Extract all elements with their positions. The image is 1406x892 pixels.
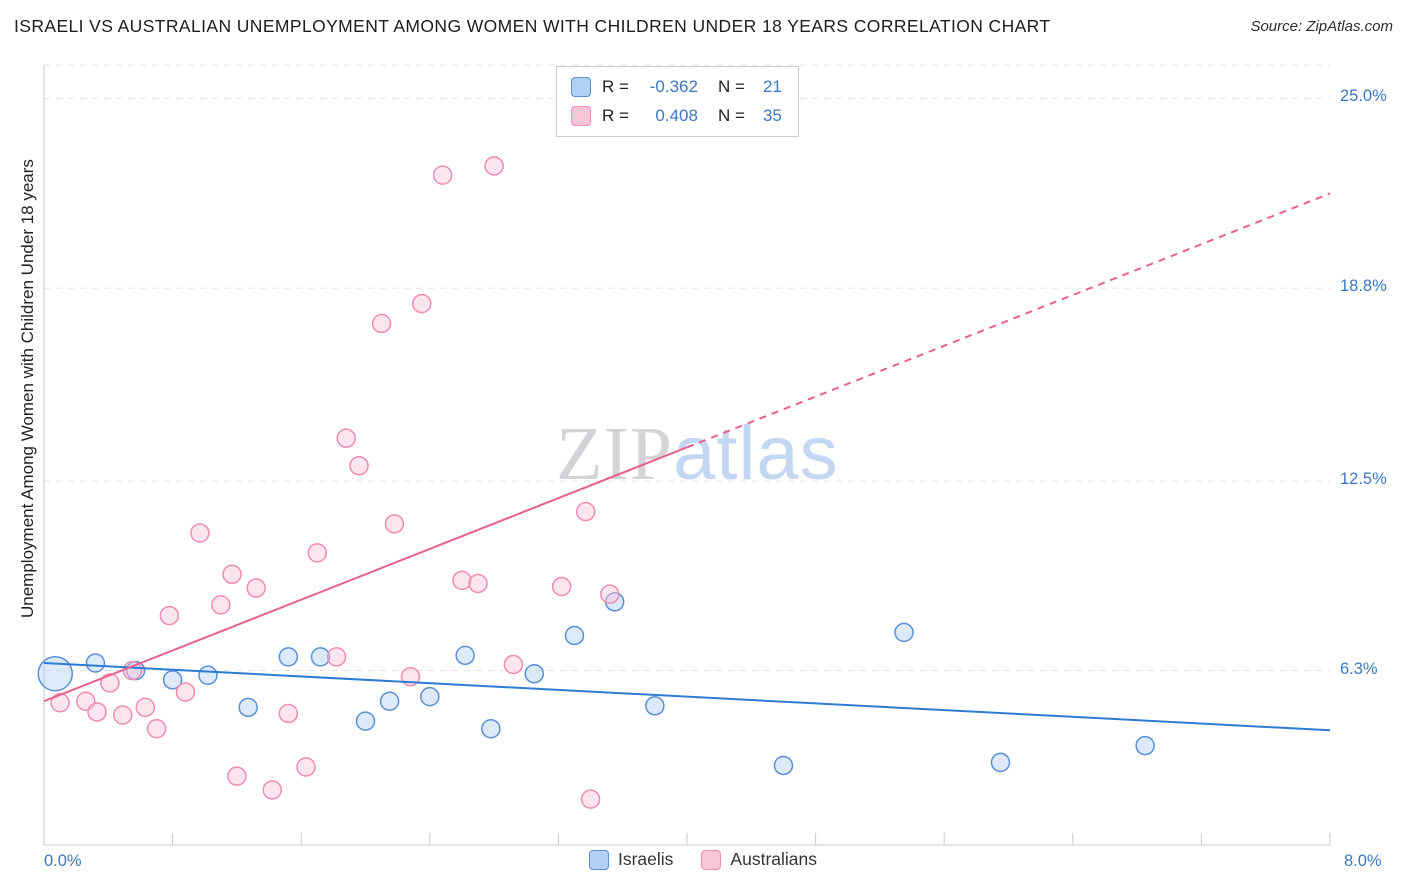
scatter-point-australians	[190, 523, 210, 543]
scatter-point-australians	[175, 682, 196, 702]
scatter-point-israelis	[37, 655, 74, 692]
watermark: ZIPatlas	[556, 410, 839, 498]
scatter-point-australians	[384, 514, 405, 534]
y-tick-label-12-5: 12.5%	[1340, 470, 1387, 488]
scatter-point-israelis	[85, 653, 106, 673]
scatter-point-israelis	[1135, 735, 1155, 756]
scatter-point-australians	[135, 697, 156, 718]
scatter-point-australians	[575, 501, 596, 522]
trend-line-australians	[686, 192, 1331, 449]
legend-row-israelis: R = -0.362 N = 21	[571, 77, 782, 97]
watermark-atlas: atlas	[673, 411, 839, 496]
israelis-swatch-icon	[571, 77, 591, 97]
scatter-point-australians	[113, 705, 133, 725]
scatter-point-australians	[146, 719, 167, 739]
scatter-point-israelis	[379, 691, 400, 711]
scatter-point-australians	[211, 595, 231, 615]
x-tick-label-8: 8.0%	[1344, 852, 1382, 870]
scatter-point-australians	[278, 703, 299, 724]
x-tick-label-0: 0.0%	[44, 852, 82, 870]
scatter-point-australians	[326, 647, 347, 667]
scatter-point-israelis	[990, 752, 1011, 773]
scatter-point-australians	[432, 165, 453, 185]
scatter-point-australians	[371, 313, 392, 334]
scatter-point-australians	[452, 570, 472, 591]
n-value-israelis: 21	[762, 77, 782, 96]
correlation-legend: R = -0.362 N = 21 R = 0.408 N = 35	[556, 66, 799, 137]
scatter-point-australians	[484, 156, 504, 176]
scatter-point-israelis	[420, 686, 440, 707]
scatter-point-israelis	[894, 622, 914, 643]
legend-label-israelis: Israelis	[617, 849, 674, 869]
scatter-point-israelis	[645, 696, 665, 716]
scatter-point-australians	[580, 789, 601, 809]
scatter-point-israelis	[524, 663, 545, 684]
australians-swatch-icon	[571, 106, 591, 126]
scatter-point-israelis	[355, 711, 376, 731]
r-label: R =	[602, 106, 629, 125]
scatter-point-australians	[307, 543, 328, 563]
scatter-point-israelis	[278, 647, 299, 667]
scatter-point-australians	[336, 428, 356, 448]
page-title: ISRAELI VS AUSTRALIAN UNEMPLOYMENT AMONG…	[14, 16, 1051, 36]
trend-line-israelis	[43, 662, 1331, 732]
y-tick-label-25: 25.0%	[1340, 87, 1387, 105]
australians-swatch-icon	[701, 849, 722, 870]
scatter-point-australians	[503, 654, 524, 675]
n-value-australians: 35	[762, 106, 782, 125]
y-tick-label-6-3: 6.3%	[1340, 660, 1378, 678]
y-tick-label-18-8: 18.8%	[1340, 277, 1387, 295]
scatter-point-israelis	[481, 719, 501, 739]
n-label: N =	[717, 77, 745, 96]
scatter-point-australians	[262, 780, 283, 800]
scatter-point-australians	[349, 455, 369, 476]
scatter-point-israelis	[564, 625, 585, 646]
r-value-australians: 0.408	[655, 106, 698, 125]
r-value-israelis: -0.362	[649, 77, 698, 96]
series-legend: Israelis Australians	[588, 849, 817, 870]
r-label: R =	[602, 77, 629, 96]
legend-item-israelis: Israelis	[588, 849, 674, 870]
scatter-point-australians	[412, 293, 432, 314]
legend-item-australians: Australians	[701, 849, 817, 870]
scatter-point-australians	[468, 573, 488, 594]
scatter-point-israelis	[238, 697, 258, 718]
n-label: N =	[717, 106, 745, 125]
legend-row-australians: R = 0.408 N = 35	[571, 106, 782, 126]
scatter-point-australians	[222, 564, 242, 585]
scatter-point-israelis	[773, 755, 794, 776]
scatter-point-australians	[296, 757, 316, 777]
scatter-point-israelis	[455, 645, 475, 666]
scatter-point-australians	[100, 673, 120, 693]
israelis-swatch-icon	[588, 849, 609, 870]
source-label: Source: ZipAtlas.com	[1250, 18, 1393, 35]
trend-line-australians	[43, 446, 688, 703]
scatter-point-australians	[87, 702, 107, 722]
scatter-point-israelis	[310, 647, 331, 667]
scatter-point-australians	[159, 605, 180, 626]
watermark-zip: ZIP	[556, 412, 674, 496]
scatter-point-australians	[227, 766, 247, 786]
scatter-point-israelis	[198, 665, 218, 685]
scatter-point-australians	[246, 578, 266, 598]
scatter-point-australians	[50, 693, 70, 713]
scatter-point-israelis	[162, 670, 183, 690]
scatter-point-australians	[600, 584, 620, 604]
legend-label-australians: Australians	[730, 849, 818, 869]
scatter-point-australians	[551, 576, 572, 597]
